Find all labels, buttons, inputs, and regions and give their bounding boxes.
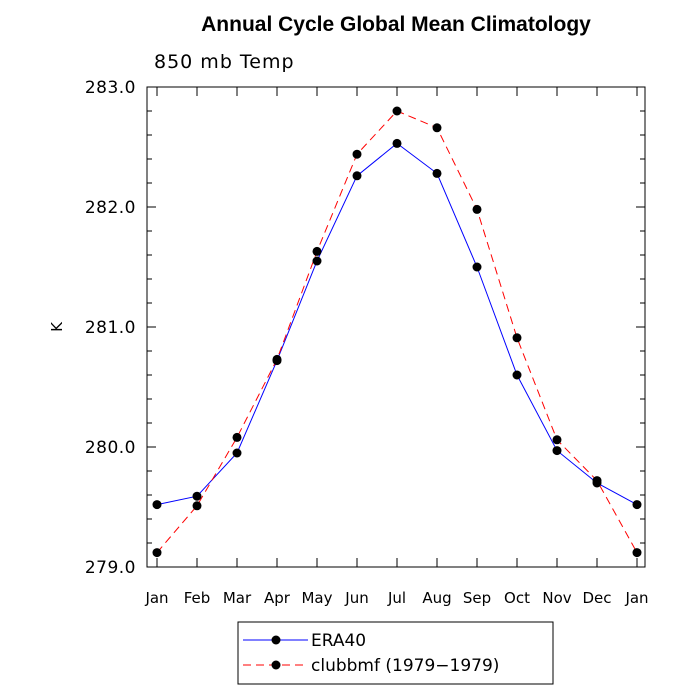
plot-frame	[146, 86, 646, 568]
data-point-series-0	[632, 500, 642, 510]
x-tick-label: Oct	[504, 589, 530, 607]
data-point-series-0	[512, 370, 522, 380]
x-tick-label: Sep	[463, 589, 491, 607]
data-point-series-1	[272, 354, 282, 364]
data-point-series-1	[312, 246, 322, 256]
data-point-series-1	[592, 476, 602, 486]
x-tick-label: Apr	[264, 589, 291, 607]
data-point-series-0	[152, 500, 162, 510]
x-tick-label: Dec	[582, 589, 611, 607]
legend-marker-1	[271, 660, 281, 670]
x-tick-label: Jan	[624, 589, 648, 607]
y-tick-label: 281.0	[85, 318, 136, 338]
data-point-series-1	[432, 123, 442, 133]
data-point-series-1	[192, 501, 202, 511]
legend-marker-0	[271, 635, 281, 645]
y-tick-label: 279.0	[85, 558, 136, 578]
x-tick-label: Mar	[223, 589, 252, 607]
axis-ticks: 279.0 280.0 281.0 282.0 283.0 Jan Feb Mar Apr May…	[85, 78, 649, 607]
chart-title: Annual Cycle Global Mean Climatology	[201, 13, 591, 36]
data-point-series-0	[472, 262, 482, 272]
data-point-series-1	[152, 548, 162, 558]
x-tick-label: Jul	[387, 589, 406, 607]
data-point-series-1	[232, 432, 242, 442]
y-tick-label: 283.0	[85, 78, 136, 98]
data-point-series-0	[432, 168, 442, 178]
series-line-0	[156, 142, 638, 506]
data-point-series-0	[392, 138, 402, 148]
legend-label-1: clubbmf (1979−1979)	[311, 656, 499, 676]
x-tick-label: Feb	[184, 589, 211, 607]
data-point-series-1	[632, 548, 642, 558]
y-tick-label: 282.0	[85, 198, 136, 218]
data-point-series-1	[552, 435, 562, 445]
data-point-series-0	[352, 171, 362, 181]
x-tick-label: Jan	[144, 589, 168, 607]
x-tick-label: Nov	[542, 589, 571, 607]
data-point-series-0	[232, 448, 242, 458]
y-tick-label: 280.0	[85, 438, 136, 458]
legend-box	[237, 621, 554, 685]
x-tick-label: Aug	[422, 589, 451, 607]
data-point-series-1	[392, 106, 402, 116]
data-point-series-0	[192, 491, 202, 501]
y-axis-label: K	[48, 321, 66, 332]
series-layer	[152, 106, 642, 558]
data-point-series-0	[312, 256, 322, 266]
x-tick-label: Jun	[344, 589, 368, 607]
legend-label-0: ERA40	[311, 631, 366, 651]
legend: ERA40 clubbmf (1979−1979)	[237, 621, 554, 685]
data-point-series-1	[512, 333, 522, 343]
x-tick-label: May	[301, 589, 332, 607]
series-line-1	[156, 110, 638, 553]
chart-subtitle: 850 mb Temp	[154, 51, 295, 73]
data-point-series-1	[352, 149, 362, 159]
data-point-series-1	[472, 204, 482, 214]
data-point-series-0	[552, 446, 562, 456]
